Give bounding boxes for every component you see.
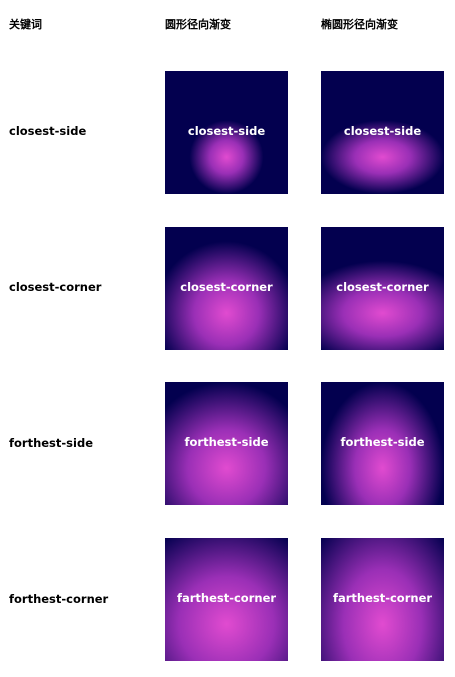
row-label-farthest-side: forthest-side xyxy=(9,436,93,450)
header-circle-gradient: 圆形径向渐变 xyxy=(165,18,231,31)
gradient-caption: farthest-corner xyxy=(332,591,433,605)
row-label-closest-side: closest-side xyxy=(9,124,87,138)
gradient-caption: farthest-corner xyxy=(176,591,277,605)
circle-gradient-farthest-side: forthest-side xyxy=(165,382,288,505)
gradient-caption: closest-corner xyxy=(180,280,273,294)
circle-gradient-farthest-corner: farthest-corner xyxy=(165,538,288,661)
row-label-closest-corner: closest-corner xyxy=(9,280,102,294)
circle-gradient-closest-corner: closest-corner xyxy=(165,227,288,350)
circle-gradient-closest-side: closest-side xyxy=(165,71,288,194)
gradient-caption: closest-side xyxy=(187,124,266,138)
ellipse-gradient-farthest-corner: farthest-corner xyxy=(321,538,444,661)
row-label-farthest-corner: forthest-corner xyxy=(9,592,109,606)
ellipse-gradient-closest-corner: closest-corner xyxy=(321,227,444,350)
gradient-caption: closest-corner xyxy=(336,280,429,294)
header-ellipse-gradient: 椭圆形径向渐变 xyxy=(321,18,398,31)
gradient-caption: closest-side xyxy=(343,124,422,138)
ellipse-gradient-closest-side: closest-side xyxy=(321,71,444,194)
gradient-caption: forthest-side xyxy=(184,435,269,449)
header-keyword: 关键词 xyxy=(9,18,42,31)
gradient-caption: forthest-side xyxy=(340,435,425,449)
ellipse-gradient-farthest-side: forthest-side xyxy=(321,382,444,505)
